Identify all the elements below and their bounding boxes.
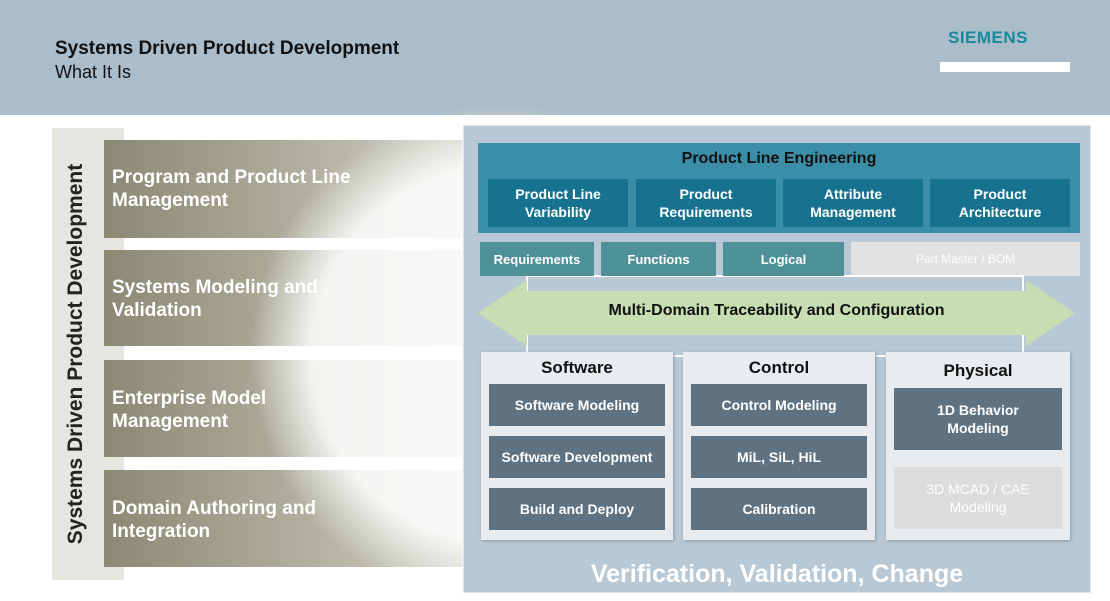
column-item: Software Modeling [489,384,665,426]
ple-item: Product Architecture [930,179,1070,227]
sidebar-item: Systems Modeling and Validation [112,277,318,321]
sidebar-item: Enterprise Model Management [112,388,267,432]
title: Systems Driven Product Development [55,38,400,59]
logo: SIEMENS [948,28,1029,47]
column: Physical 1D Behavior Modeling 3D MCAD / … [886,352,1070,540]
sidebar-label-wrap: Systems Driven Product Development [52,128,100,580]
tab-inactive [851,242,1080,276]
tab: Functions [601,242,716,276]
column-item: 1D Behavior Modeling [894,388,1062,450]
tab-inactive-label: Part Master / BOM [915,252,1016,266]
header-band [0,0,1110,115]
column-item: 3D MCAD / CAE Modeling [894,467,1062,529]
column: Control Control Modeling MiL, SiL, HiL C… [683,352,875,540]
sidebar-item: Domain Authoring and Integration [112,498,317,542]
ple-item: Attribute Management [783,179,923,227]
column-title: Control [748,358,810,377]
column-item: Control Modeling [691,384,867,426]
footer: Verification, Validation, Change [590,560,964,588]
ple-title: Product Line Engineering [681,150,877,167]
column-title: Physical [943,361,1013,380]
sidebar-label: Systems Driven Product Development [64,163,88,545]
logo-bar [940,62,1070,72]
column-title: Software [541,358,613,377]
column-item: Build and Deploy [489,488,665,530]
tab: Logical [723,242,844,276]
ple-item: Product Line Variability [488,179,628,227]
column: Software Software Modeling Software Deve… [481,352,673,540]
column-item: Software Development [489,436,665,478]
column-item: Calibration [691,488,867,530]
ple-item: Product Requirements [636,179,776,227]
tab: Requirements [480,242,594,276]
sidebar-item: Program and Product Line Management [112,167,351,211]
subtitle: What It Is [55,62,132,82]
arrow [478,280,1075,346]
traceability-label: Multi-Domain Traceability and Configurat… [608,302,945,319]
column-item: MiL, SiL, HiL [691,436,867,478]
